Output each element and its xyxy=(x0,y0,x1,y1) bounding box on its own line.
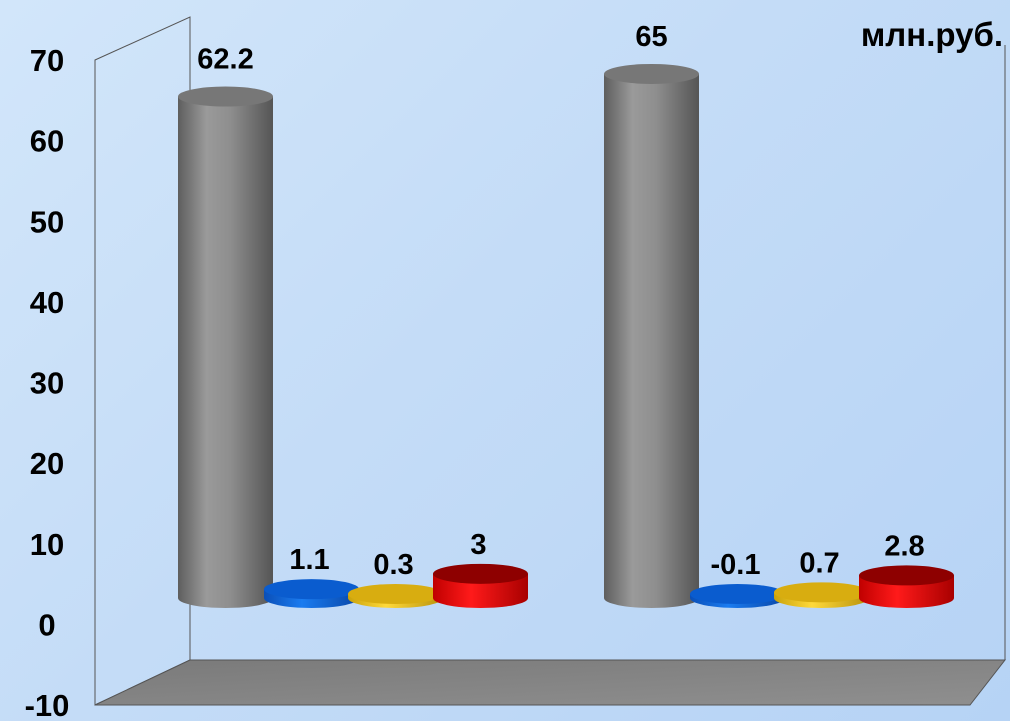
data-label: -0.1 xyxy=(711,549,761,581)
side-wall xyxy=(94,16,191,706)
y-tick-label: 20 xyxy=(30,446,64,481)
chart-frame xyxy=(94,16,1007,706)
bar-body xyxy=(604,73,699,608)
bar xyxy=(433,563,528,608)
bar-top xyxy=(690,584,785,604)
unit-label: млн.руб. xyxy=(861,16,1003,53)
y-tick-label: 50 xyxy=(30,204,64,239)
data-label: 2.8 xyxy=(884,530,924,562)
bar xyxy=(859,565,954,608)
y-tick-label: 10 xyxy=(30,527,64,562)
bar xyxy=(264,579,360,608)
bar-top xyxy=(433,563,528,584)
data-labels: 62.2 1.1 0.3 3 65 -0.1 0.7 2.8 xyxy=(197,21,924,581)
chart-floor xyxy=(94,659,1007,706)
bars xyxy=(178,63,954,608)
bar-top xyxy=(178,86,273,107)
data-label: 3 xyxy=(470,529,486,561)
bar-top xyxy=(264,579,359,600)
y-tick-label: 40 xyxy=(30,285,64,320)
y-tick-label: 30 xyxy=(30,366,64,401)
bar xyxy=(348,584,443,608)
y-tick-label: 70 xyxy=(30,43,64,78)
y-tick-label: 60 xyxy=(30,124,64,159)
bar-body xyxy=(178,96,273,608)
data-label: 1.1 xyxy=(289,544,329,576)
y-axis-ticks: -10 0 10 20 30 40 50 60 70 xyxy=(25,43,70,721)
data-label: 0.3 xyxy=(373,549,413,581)
bar-top xyxy=(774,582,869,603)
bar-top xyxy=(604,63,699,84)
bar xyxy=(690,584,785,608)
data-label: 65 xyxy=(635,21,667,53)
bar-top xyxy=(348,584,443,604)
bar xyxy=(178,86,273,608)
data-label: 62.2 xyxy=(197,44,253,76)
bar-top xyxy=(859,565,954,586)
bar xyxy=(604,63,699,608)
data-label: 0.7 xyxy=(799,547,839,579)
y-tick-label: -10 xyxy=(25,688,70,721)
bar xyxy=(774,582,869,608)
y-tick-label: 0 xyxy=(38,607,55,642)
